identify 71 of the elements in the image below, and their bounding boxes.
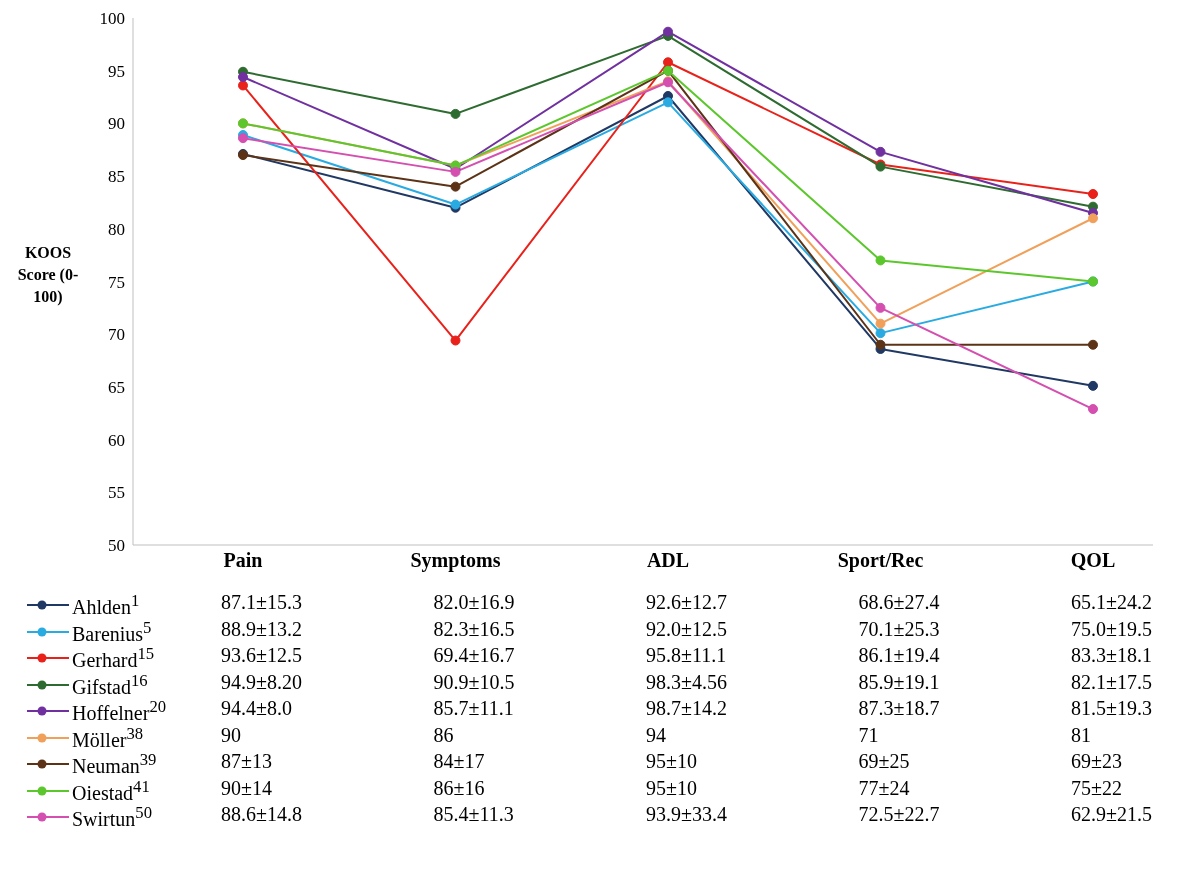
legend-label: Neuman$^{39}$ bbox=[72, 750, 157, 778]
data-label: 84±17 bbox=[433, 750, 485, 773]
data-label: 95±10 bbox=[646, 776, 697, 800]
x-tick-label: Symptoms bbox=[410, 549, 501, 573]
legend-label: Gifstad$^{16}$ bbox=[72, 670, 148, 699]
y-tick-label: 65 bbox=[108, 377, 125, 397]
data-label: 87±13 bbox=[221, 750, 272, 773]
data-label: 86 bbox=[433, 723, 454, 747]
y-tick-label: 80 bbox=[108, 219, 125, 239]
x-tick-label: Pain bbox=[223, 549, 263, 572]
data-label: 68.6±27.4 bbox=[858, 591, 940, 614]
data-label: 82.1±17.5 bbox=[1071, 670, 1152, 694]
data-label: 65.1±24.2 bbox=[1071, 591, 1152, 614]
x-tick-label: QOL bbox=[1070, 549, 1116, 572]
data-label: 93.6±12.5 bbox=[221, 644, 302, 667]
data-label: 72.5±22.7 bbox=[858, 803, 940, 826]
data-label: 82.3±16.5 bbox=[433, 617, 515, 641]
legend-label: Ahlden$^{1}$ bbox=[72, 591, 140, 619]
y-tick-label: 55 bbox=[108, 483, 125, 503]
data-label: 85.4±11.3 bbox=[433, 803, 514, 826]
data-label: 95.8±11.1 bbox=[646, 644, 727, 667]
legend-label: Hoffelner$^{20}$ bbox=[72, 697, 167, 725]
data-label: 81.5±19.3 bbox=[1071, 697, 1152, 720]
y-tick-label: 100 bbox=[99, 9, 125, 29]
data-label: 82.0±16.9 bbox=[433, 591, 515, 614]
data-label: 90.9±10.5 bbox=[433, 670, 515, 694]
y-tick-label: 60 bbox=[108, 430, 125, 450]
data-label: 75.0±19.5 bbox=[1071, 617, 1152, 641]
data-label: 86.1±19.4 bbox=[858, 644, 940, 667]
y-tick-label: 75 bbox=[108, 272, 125, 292]
y-axis-title: KOOS Score (0-100) bbox=[16, 242, 80, 307]
data-label: 69±25 bbox=[858, 750, 910, 773]
legend-label: Gerhard$^{15}$ bbox=[72, 644, 155, 672]
data-label: 94.9±8.20 bbox=[221, 670, 302, 694]
data-label: 62.9±21.5 bbox=[1071, 803, 1152, 826]
data-label: 69±23 bbox=[1071, 750, 1122, 773]
data-label: 98.3±4.56 bbox=[646, 670, 727, 694]
data-label: 90 bbox=[221, 723, 241, 747]
data-label: 85.7±11.1 bbox=[433, 697, 514, 720]
legend-label: Barenius$^{5}$ bbox=[72, 617, 152, 646]
data-label: 71 bbox=[858, 723, 879, 747]
data-label: 70.1±25.3 bbox=[858, 617, 940, 641]
x-tick-label: Sport/Rec bbox=[837, 549, 924, 573]
y-tick-label: 50 bbox=[108, 536, 125, 556]
y-tick-label: 90 bbox=[108, 114, 125, 134]
data-label: 94 bbox=[646, 723, 666, 747]
data-label: 92.0±12.5 bbox=[646, 617, 727, 641]
data-label: 85.9±19.1 bbox=[858, 670, 940, 694]
data-label: 87.3±18.7 bbox=[858, 697, 940, 720]
y-tick-label: 85 bbox=[108, 167, 125, 187]
legend-label: Oiestad$^{41}$ bbox=[72, 776, 150, 805]
data-label: 69.4±16.7 bbox=[433, 644, 515, 667]
data-label: 95±10 bbox=[646, 750, 697, 773]
y-tick-label: 70 bbox=[108, 325, 125, 345]
data-label: 90±14 bbox=[221, 776, 272, 800]
data-label: 83.3±18.1 bbox=[1071, 644, 1152, 667]
data-label: 88.9±13.2 bbox=[221, 617, 302, 641]
data-label: 92.6±12.7 bbox=[646, 591, 727, 614]
data-label: 81 bbox=[1071, 723, 1091, 747]
data-label: 77±24 bbox=[858, 776, 910, 800]
x-tick-label: ADL bbox=[646, 549, 690, 572]
data-label: 98.7±14.2 bbox=[646, 697, 727, 720]
data-label: 88.6±14.8 bbox=[221, 803, 302, 826]
y-tick-label: 95 bbox=[108, 61, 125, 81]
data-label: 87.1±15.3 bbox=[221, 591, 302, 614]
legend-label: Swirtun$^{50}$ bbox=[72, 803, 152, 831]
data-label: 75±22 bbox=[1071, 776, 1122, 800]
data-label: 94.4±8.0 bbox=[221, 697, 292, 720]
legend-label: Möller$^{38}$ bbox=[72, 723, 144, 752]
data-label: 93.9±33.4 bbox=[646, 803, 727, 826]
data-label: 86±16 bbox=[433, 776, 485, 800]
